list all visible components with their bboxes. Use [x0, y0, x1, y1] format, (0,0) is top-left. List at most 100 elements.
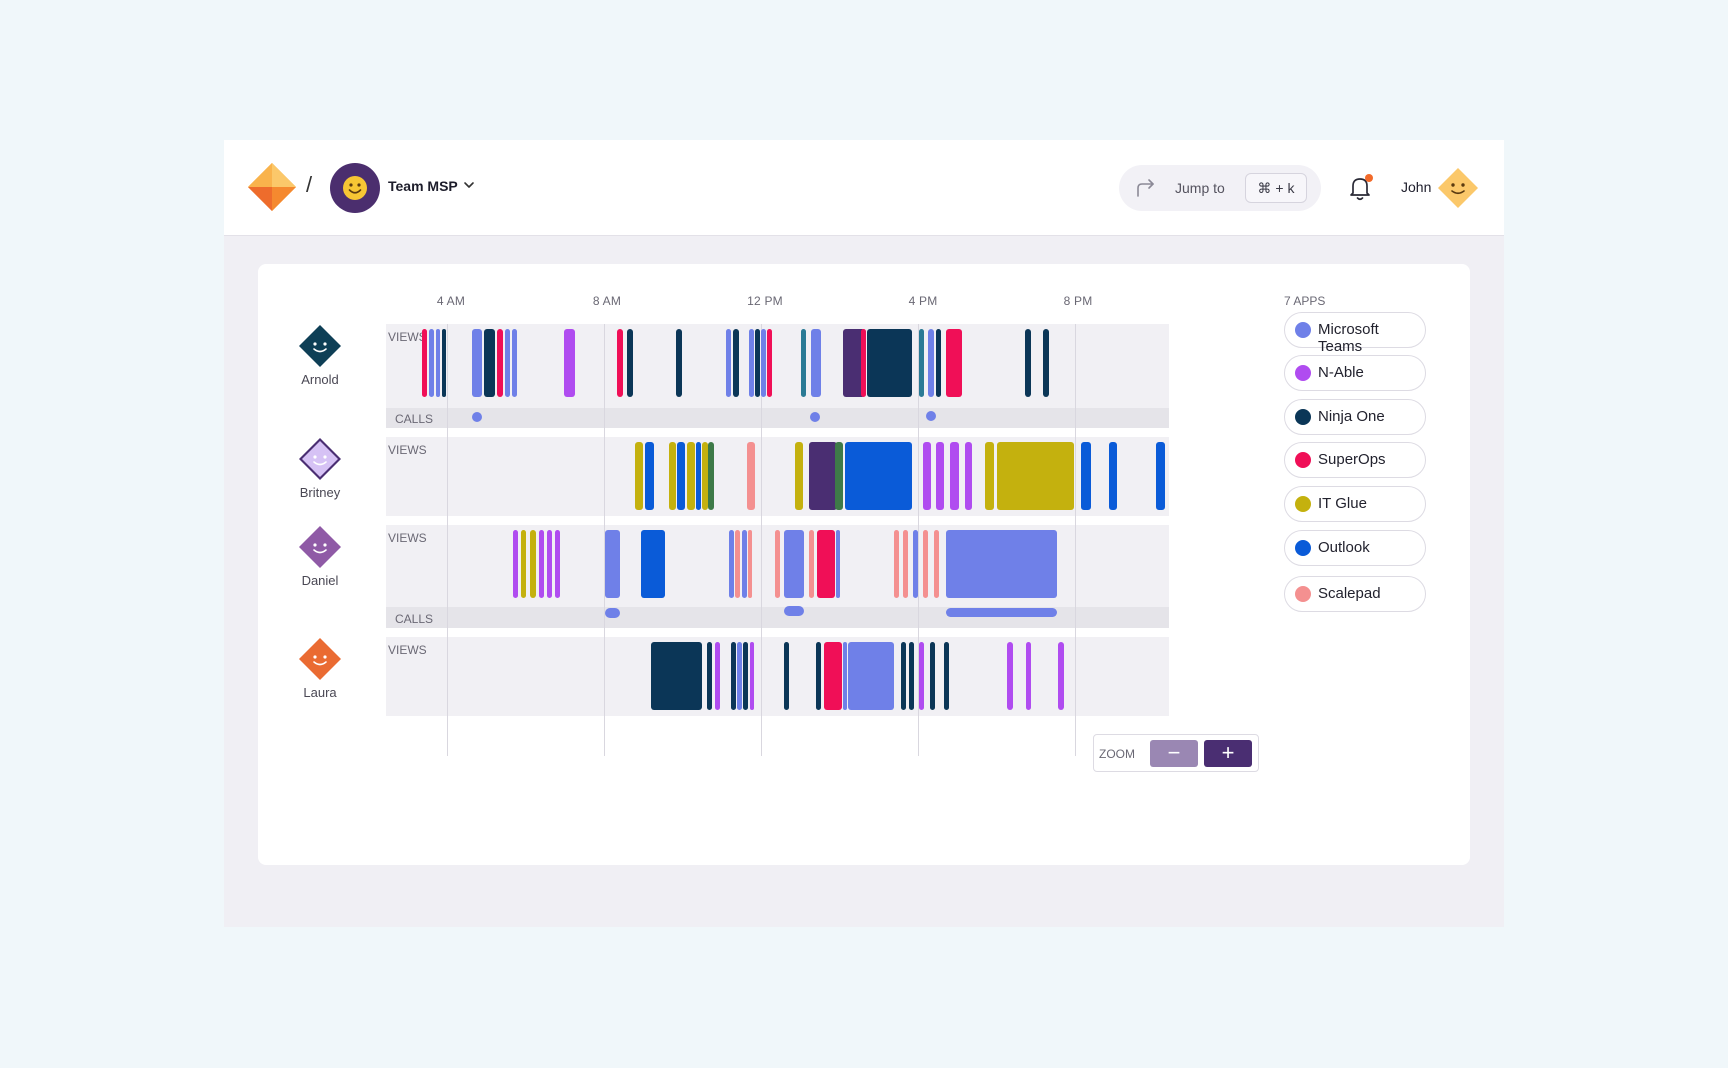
- activity-segment[interactable]: [1007, 642, 1013, 710]
- activity-segment[interactable]: [726, 329, 731, 397]
- activity-segment[interactable]: [923, 530, 928, 598]
- activity-segment[interactable]: [867, 329, 912, 397]
- activity-segment[interactable]: [676, 329, 682, 397]
- activity-segment[interactable]: [539, 530, 544, 598]
- legend-item-superops[interactable]: SuperOps: [1284, 442, 1426, 478]
- activity-segment[interactable]: [484, 329, 495, 397]
- call-segment[interactable]: [605, 608, 620, 618]
- activity-segment[interactable]: [903, 530, 908, 598]
- activity-segment[interactable]: [1026, 642, 1031, 710]
- activity-segment[interactable]: [687, 442, 695, 510]
- activity-segment[interactable]: [934, 530, 939, 598]
- activity-segment[interactable]: [845, 442, 912, 510]
- activity-segment[interactable]: [811, 329, 821, 397]
- legend-item-microsoft-teams[interactable]: Microsoft Teams: [1284, 312, 1426, 355]
- activity-segment[interactable]: [521, 530, 526, 598]
- person-arnold[interactable]: Arnold: [260, 324, 380, 387]
- activity-segment[interactable]: [919, 329, 924, 397]
- activity-segment[interactable]: [735, 530, 740, 598]
- activity-segment[interactable]: [635, 442, 643, 510]
- activity-segment[interactable]: [824, 642, 842, 710]
- activity-segment[interactable]: [651, 642, 702, 710]
- activity-segment[interactable]: [422, 329, 427, 397]
- legend-item-outlook[interactable]: Outlook: [1284, 530, 1426, 566]
- activity-segment[interactable]: [795, 442, 803, 510]
- activity-segment[interactable]: [645, 442, 654, 510]
- activity-segment[interactable]: [775, 530, 780, 598]
- activity-segment[interactable]: [429, 329, 434, 397]
- app-logo-icon[interactable]: [246, 161, 298, 213]
- activity-segment[interactable]: [547, 530, 552, 598]
- call-segment[interactable]: [784, 606, 804, 616]
- activity-segment[interactable]: [809, 442, 837, 510]
- activity-segment[interactable]: [617, 329, 623, 397]
- activity-segment[interactable]: [755, 329, 760, 397]
- activity-segment[interactable]: [843, 329, 865, 397]
- activity-segment[interactable]: [564, 329, 575, 397]
- activity-segment[interactable]: [817, 530, 835, 598]
- legend-item-it-glue[interactable]: IT Glue: [1284, 486, 1426, 522]
- activity-segment[interactable]: [767, 329, 772, 397]
- activity-segment[interactable]: [919, 642, 924, 710]
- activity-segment[interactable]: [677, 442, 685, 510]
- activity-segment[interactable]: [513, 530, 518, 598]
- activity-segment[interactable]: [749, 329, 754, 397]
- zoom-out-button[interactable]: −: [1150, 740, 1198, 767]
- user-name[interactable]: John: [1401, 179, 1432, 195]
- call-segment[interactable]: [472, 412, 482, 422]
- legend-item-scalepad[interactable]: Scalepad: [1284, 576, 1426, 612]
- activity-segment[interactable]: [1058, 642, 1064, 710]
- call-segment[interactable]: [946, 608, 1057, 617]
- activity-segment[interactable]: [835, 442, 843, 510]
- activity-segment[interactable]: [809, 530, 814, 598]
- jump-to-button[interactable]: Jump to ⌘ + k: [1119, 165, 1321, 211]
- activity-segment[interactable]: [472, 329, 482, 397]
- activity-segment[interactable]: [985, 442, 994, 510]
- activity-segment[interactable]: [843, 642, 847, 710]
- activity-segment[interactable]: [696, 442, 701, 510]
- activity-segment[interactable]: [733, 329, 739, 397]
- activity-segment[interactable]: [641, 530, 665, 598]
- activity-segment[interactable]: [965, 442, 972, 510]
- activity-segment[interactable]: [1043, 329, 1049, 397]
- activity-segment[interactable]: [913, 530, 918, 598]
- activity-segment[interactable]: [901, 642, 906, 710]
- activity-segment[interactable]: [946, 329, 962, 397]
- activity-segment[interactable]: [627, 329, 633, 397]
- activity-segment[interactable]: [702, 442, 708, 510]
- activity-segment[interactable]: [848, 642, 894, 710]
- person-daniel[interactable]: Daniel: [260, 525, 380, 588]
- activity-segment[interactable]: [748, 530, 752, 598]
- activity-segment[interactable]: [750, 642, 754, 710]
- activity-segment[interactable]: [784, 642, 789, 710]
- activity-segment[interactable]: [742, 530, 747, 598]
- activity-segment[interactable]: [950, 442, 959, 510]
- activity-segment[interactable]: [715, 642, 720, 710]
- legend-item-n-able[interactable]: N-Able: [1284, 355, 1426, 391]
- activity-segment[interactable]: [512, 329, 517, 397]
- activity-segment[interactable]: [747, 442, 755, 510]
- zoom-in-button[interactable]: +: [1204, 740, 1252, 767]
- person-laura[interactable]: Laura: [260, 637, 380, 700]
- activity-segment[interactable]: [861, 329, 866, 397]
- activity-segment[interactable]: [1109, 442, 1117, 510]
- activity-segment[interactable]: [930, 642, 935, 710]
- activity-segment[interactable]: [936, 442, 944, 510]
- activity-segment[interactable]: [836, 530, 840, 598]
- activity-segment[interactable]: [743, 642, 748, 710]
- activity-segment[interactable]: [944, 642, 949, 710]
- activity-segment[interactable]: [801, 329, 806, 397]
- activity-segment[interactable]: [497, 329, 503, 397]
- activity-segment[interactable]: [816, 642, 821, 710]
- legend-item-ninja-one[interactable]: Ninja One: [1284, 399, 1426, 435]
- activity-segment[interactable]: [505, 329, 510, 397]
- activity-segment[interactable]: [909, 642, 914, 710]
- activity-segment[interactable]: [731, 642, 736, 710]
- team-avatar[interactable]: [330, 163, 380, 213]
- person-britney[interactable]: Britney: [260, 437, 380, 500]
- user-avatar[interactable]: [1437, 167, 1479, 209]
- activity-segment[interactable]: [436, 329, 440, 397]
- call-segment[interactable]: [810, 412, 820, 422]
- activity-segment[interactable]: [923, 442, 931, 510]
- team-name[interactable]: Team MSP: [388, 178, 458, 194]
